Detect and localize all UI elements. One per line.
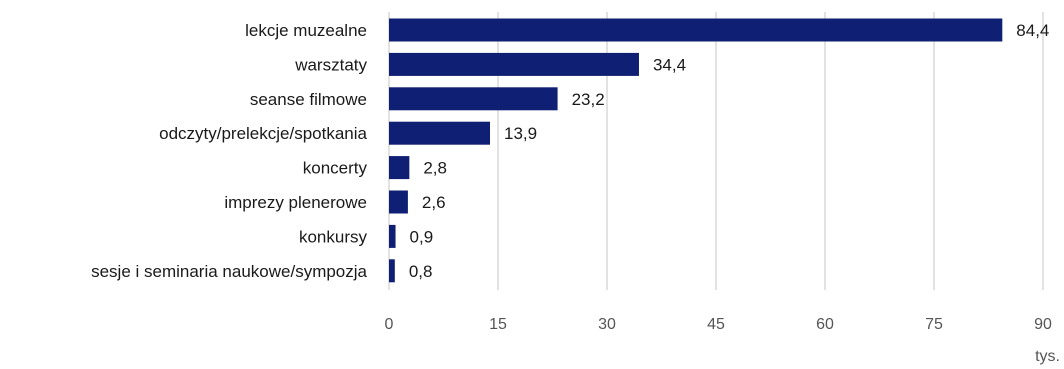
value-label: 84,4	[1016, 21, 1049, 40]
bar	[389, 190, 408, 214]
category-label: odczyty/prelekcje/spotkania	[159, 124, 367, 143]
x-axis-tick-labels: 0 15 30 45 60 75 90	[385, 316, 1052, 333]
x-tick-label: 60	[816, 316, 834, 333]
bar	[389, 259, 395, 283]
value-label: 2,6	[422, 193, 446, 212]
category-label: sesje i seminaria naukowe/sympozja	[91, 262, 367, 281]
x-tick-label: 75	[925, 316, 943, 333]
category-label: seanse filmowe	[250, 90, 367, 109]
category-label: konkursy	[299, 227, 368, 246]
bar	[389, 18, 1003, 42]
category-labels: lekcje muzealne warsztaty seanse filmowe od…	[91, 21, 367, 281]
value-label: 2,8	[423, 159, 447, 178]
value-label: 23,2	[572, 90, 605, 109]
bar	[389, 87, 558, 111]
value-label: 34,4	[653, 55, 686, 74]
category-label: koncerty	[303, 159, 368, 178]
bar	[389, 156, 410, 180]
bars	[389, 18, 1003, 283]
value-label: 0,8	[409, 262, 433, 281]
value-label: 13,9	[504, 124, 537, 143]
bar	[389, 121, 491, 145]
category-label: warsztaty	[294, 55, 367, 74]
value-labels: 84,4 34,4 23,2 13,9 2,8 2,6 0,9 0,8	[409, 21, 1050, 281]
value-label: 0,9	[410, 227, 434, 246]
category-label: imprezy plenerowe	[224, 193, 367, 212]
x-axis-unit-label: tys.	[1035, 348, 1060, 365]
x-tick-label: 90	[1034, 316, 1052, 333]
bar	[389, 52, 639, 76]
bar	[389, 224, 396, 248]
x-tick-label: 15	[489, 316, 507, 333]
x-tick-label: 30	[598, 316, 616, 333]
x-tick-label: 45	[707, 316, 725, 333]
category-label: lekcje muzealne	[245, 21, 367, 40]
x-tick-label: 0	[385, 316, 394, 333]
